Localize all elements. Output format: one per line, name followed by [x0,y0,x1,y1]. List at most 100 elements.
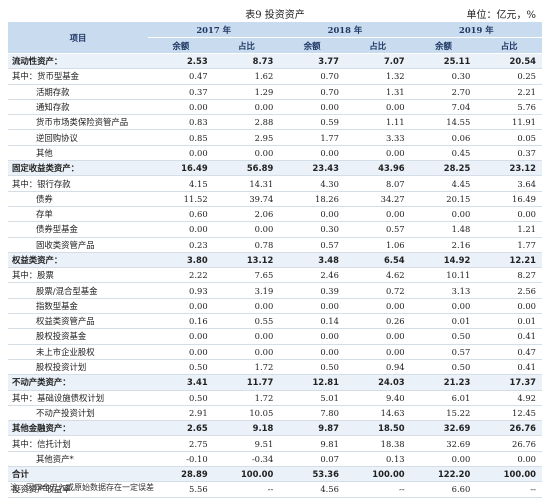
cell: 26.76 [476,435,542,452]
cell: 1.72 [213,359,280,376]
cell: 10.05 [213,405,280,422]
cell: 6.01 [410,390,477,406]
cell: 7.80 [279,405,345,422]
cell: 15.22 [410,405,477,422]
row-label: 其中：股票 [8,267,148,284]
cell: 14.55 [410,114,477,131]
header-row: 项目 2017 年 2018 年 2019 年 [8,22,542,54]
cell: -0.10 [148,451,214,468]
cell: 0.00 [213,328,280,345]
cell: 1.29 [213,84,280,100]
cell: 1.72 [213,390,280,406]
cell: 0.00 [344,145,411,162]
cell: 5.01 [279,390,345,406]
row-label: 权益类资管产品 [8,313,148,330]
cell: 3.13 [410,282,477,299]
row-label: 股权投资计划 [8,359,148,376]
cell: 0.00 [148,298,214,315]
row-label: 合计 [8,466,148,483]
cell: 1.06 [344,237,411,253]
row-label: 其中：货币型基金 [8,68,148,85]
row-label: 其他 [8,145,148,162]
cell: 100.00 [476,466,542,483]
cell: 4.56 [279,481,345,498]
table-row: 未上市企业股权 0.00 0.00 0.00 0.00 0.57 0.47 [8,344,542,360]
cell: 0.70 [279,84,345,100]
cell: 26.76 [476,420,542,437]
row-label: 货币市场类保险资管产品 [8,114,148,131]
cell: 0.00 [476,298,542,315]
cell: 0.00 [213,221,280,238]
cell: 0.00 [213,344,280,360]
cell: 0.00 [279,99,345,116]
cell: -- [476,481,542,498]
cell: 0.06 [410,129,477,146]
cell: 0.00 [476,206,542,223]
cell: 0.13 [344,451,411,468]
cell: 3.77 [279,53,345,70]
unit: 单位：亿元，% [466,10,536,21]
cell: 1.77 [279,129,345,146]
row-label: 债券 [8,191,148,207]
cell: 100.00 [344,466,411,483]
cell: 14.31 [213,175,280,192]
cell: 24.03 [344,374,411,391]
table-row: 不动产投资计划 2.91 10.05 7.80 14.63 15.22 12.45 [8,405,542,422]
row-label: 其他金融资产： [8,420,148,437]
row-label: 债券型基金 [8,221,148,238]
cell: 9.81 [279,435,345,452]
cell: 0.50 [148,359,214,376]
cell: 1.21 [476,221,542,238]
row-label: 通知存款 [8,99,148,116]
cell: 0.26 [344,313,411,330]
cell: 3.64 [476,175,542,192]
cell: 0.57 [410,344,477,360]
row-label: 指数型基金 [8,298,148,315]
table-row: 流动性资产： 2.53 8.73 3.77 7.07 25.11 20.54 [8,53,542,70]
cell: 0.30 [279,221,345,238]
cell: 0.14 [279,313,345,330]
cell: 1.11 [344,114,411,131]
table-row: 通知存款 0.00 0.00 0.00 0.00 7.04 5.76 [8,99,542,116]
cell: 4.62 [344,267,411,284]
table-row: 合计 28.89 100.00 53.36 100.00 122.20 100.00 [8,466,542,483]
cell: 122.20 [410,466,477,483]
cell: 0.41 [476,359,542,376]
item-header: 项目 [8,22,148,54]
table-body: 流动性资产： 2.53 8.73 3.77 7.07 25.11 20.54 其中：货币型基金… [8,53,542,498]
cell: 4.45 [410,175,477,192]
header-row: 余额 占比 余额 占比 余额 占比 [8,37,542,54]
cell: 0.59 [279,114,345,131]
cell: -0.34 [213,451,280,468]
cell: 0.00 [148,145,214,162]
cell: 2.91 [148,405,214,422]
cell: 0.37 [476,145,542,162]
table-row: 债券 11.52 39.74 18.26 34.27 20.15 16.49 [8,191,542,207]
cell: 0.83 [148,114,214,131]
cell: 0.39 [279,282,345,299]
cell: 9.87 [279,420,345,437]
cell: 56.89 [213,160,280,177]
cell: 6.54 [344,252,411,269]
cell: 13.12 [213,252,280,269]
row-label: 活期存款 [8,84,148,100]
cell: 14.92 [410,252,477,269]
cell: 0.00 [148,221,214,238]
cell: 10.11 [410,267,477,284]
cell: 0.37 [148,84,214,100]
cell: 0.00 [213,145,280,162]
cell: 3.80 [148,252,214,269]
cell: 100.00 [213,466,280,483]
cell: 0.00 [148,344,214,360]
cell: 4.15 [148,175,214,192]
cell: 0.57 [279,237,345,253]
cell: 7.65 [213,267,280,284]
cell: 14.63 [344,405,411,422]
cell: 2.95 [213,129,280,146]
cell: 0.00 [279,298,345,315]
cell: 0.85 [148,129,214,146]
row-label: 权益类资产： [8,252,148,269]
cell: 0.00 [476,451,542,468]
cell: 1.62 [213,68,280,85]
